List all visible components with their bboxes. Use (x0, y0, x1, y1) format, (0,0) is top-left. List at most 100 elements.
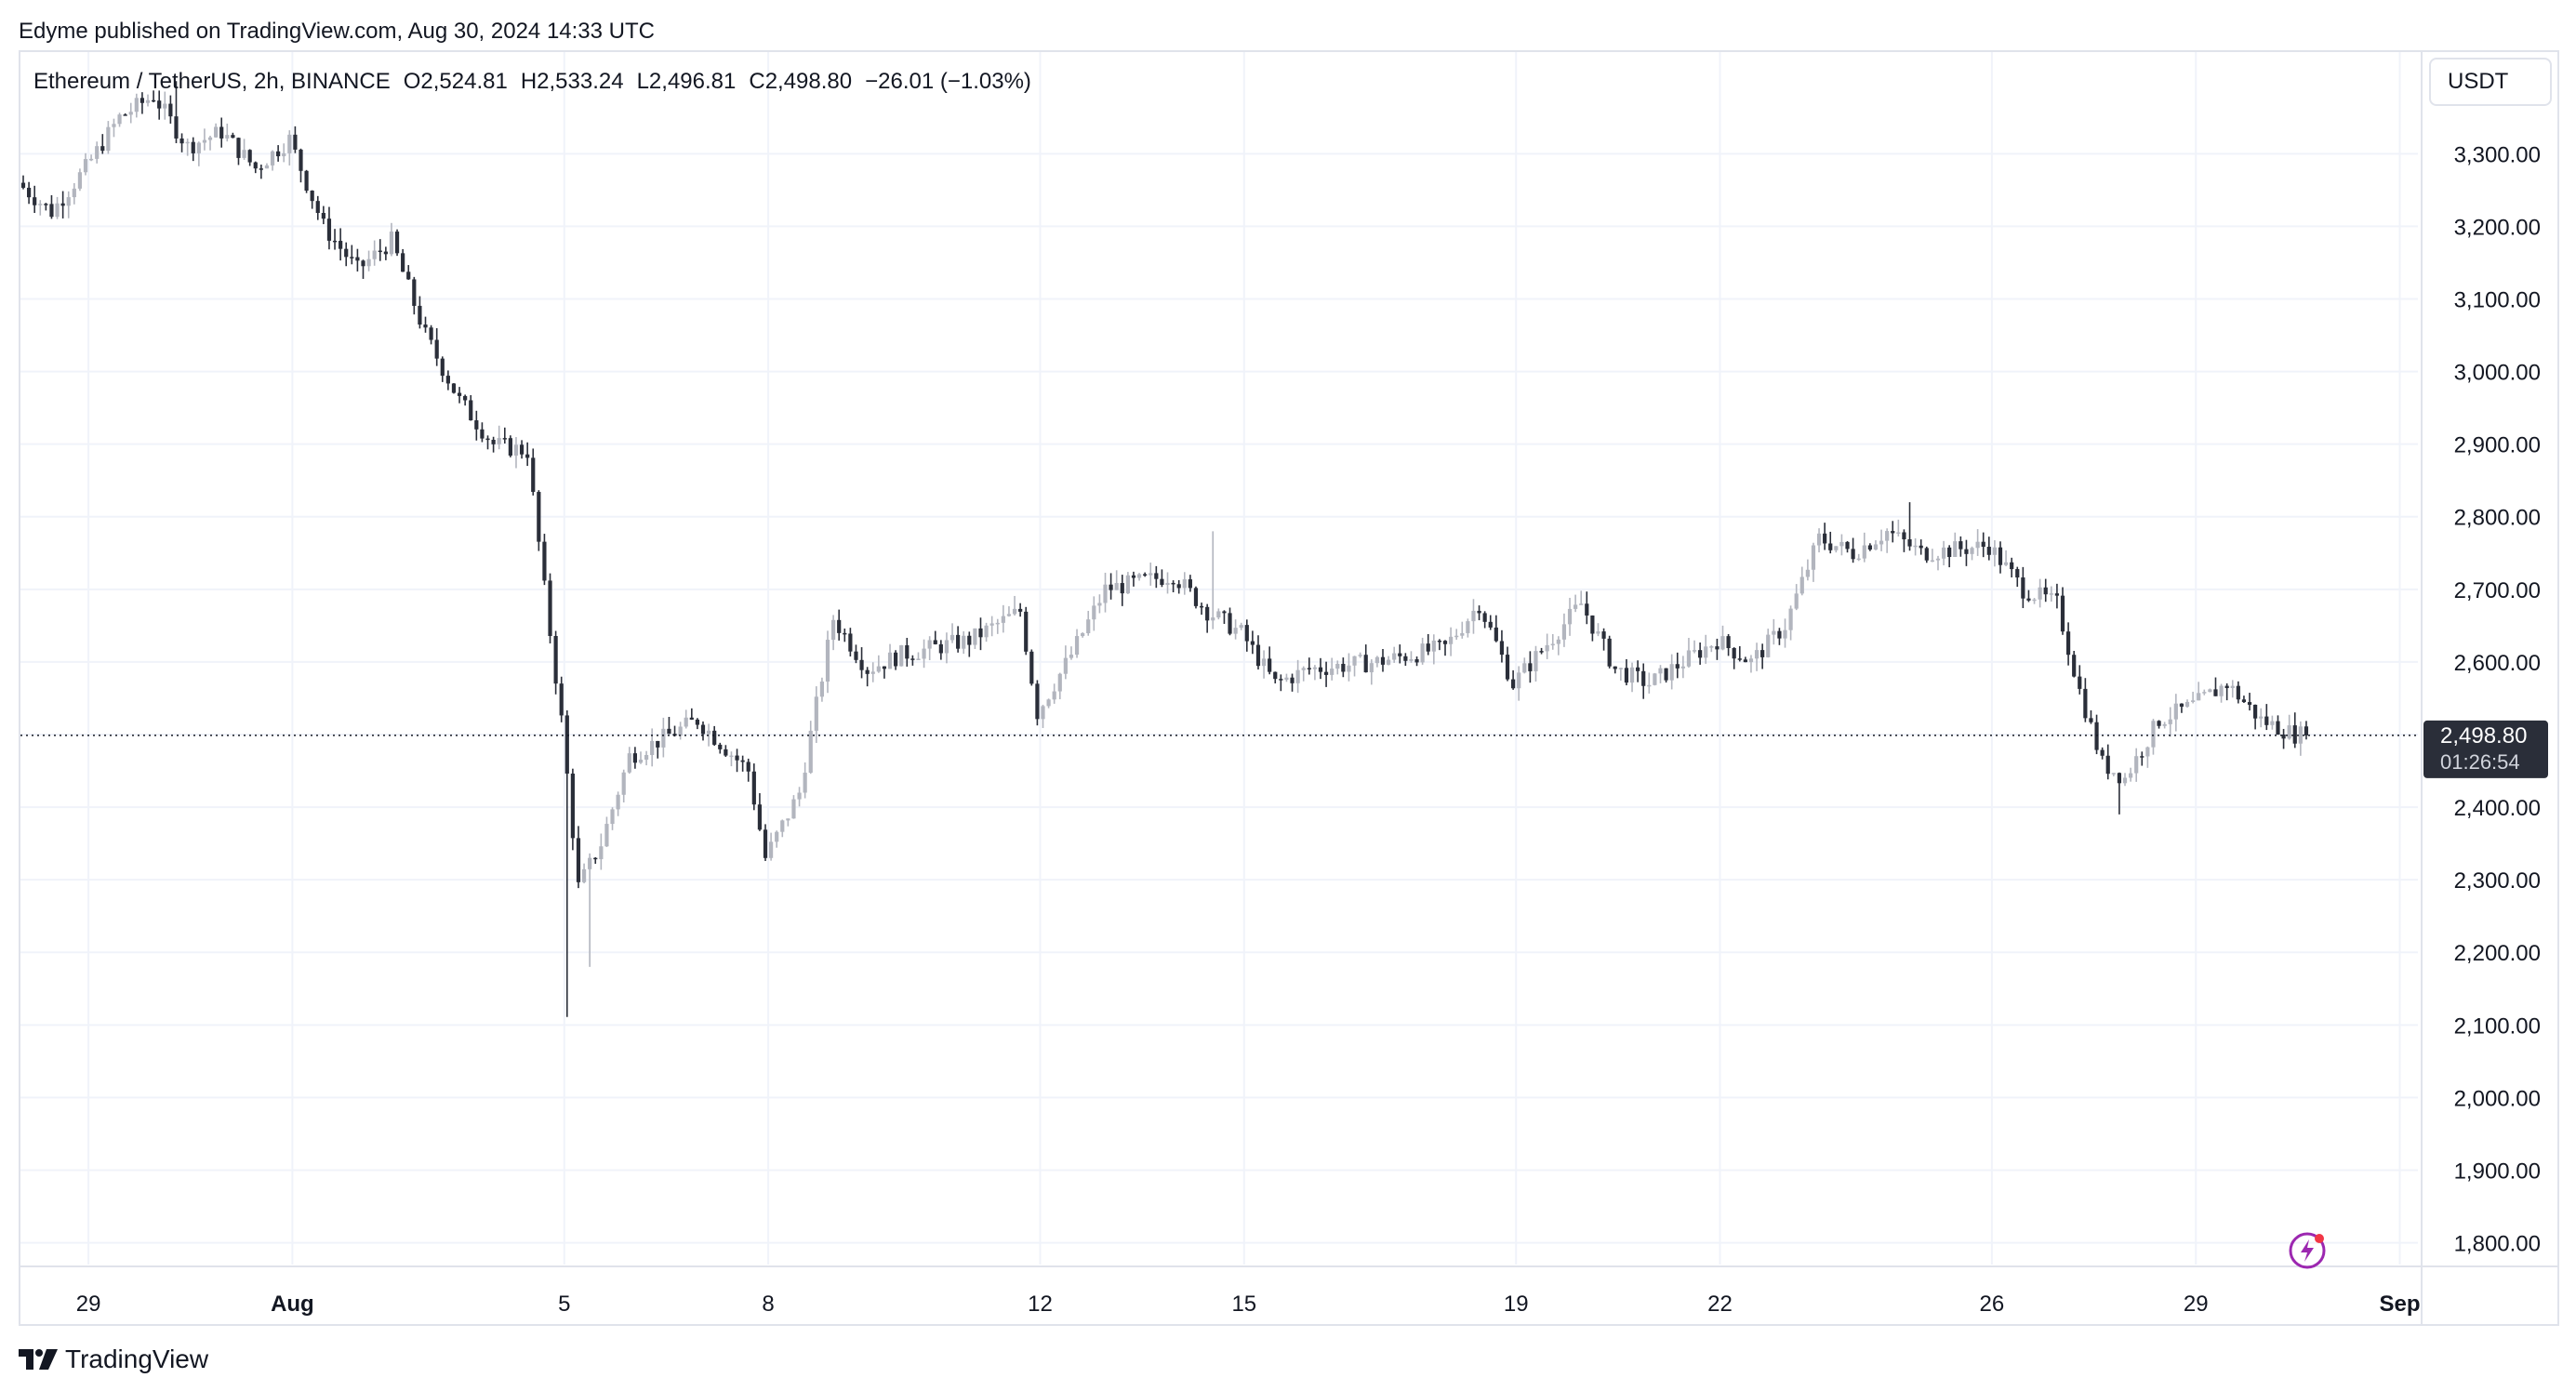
candle-down (491, 436, 496, 453)
candle-body (1517, 672, 1521, 689)
candle-body (1063, 657, 1068, 674)
candle-body (480, 429, 485, 439)
lightning-bolt-icon[interactable] (2288, 1231, 2327, 1270)
candle-down (1437, 639, 1442, 651)
candle-body (786, 818, 790, 821)
candle-body (394, 232, 400, 254)
candle-down (1823, 523, 1827, 550)
candle-body (1057, 673, 1062, 692)
candle-up (2230, 680, 2235, 698)
candle-down (219, 117, 224, 148)
candle-body (1471, 610, 1476, 622)
candle-body (1414, 659, 1419, 663)
currency-button[interactable]: USDT (2429, 58, 2552, 106)
candle-down (231, 132, 235, 139)
candle-body (1312, 667, 1317, 669)
legend-symbol[interactable]: Ethereum / TetherUS, 2h, BINANCE (33, 69, 391, 94)
candle-down (1160, 569, 1164, 588)
x-tick-label: 8 (762, 1292, 774, 1317)
candle-down (689, 708, 694, 721)
candle-body (1244, 625, 1249, 642)
candle-body (231, 135, 235, 139)
candle-down (1176, 579, 1181, 594)
candle-up (1839, 534, 1844, 556)
candle-body (1981, 541, 1985, 548)
tradingview-brand[interactable]: TradingView (19, 1345, 208, 1374)
candle-down (469, 395, 473, 421)
candle-body (1347, 665, 1351, 672)
candle-down (751, 763, 756, 811)
candle-body (1466, 621, 1470, 633)
candle-body (1125, 575, 1130, 594)
candle-body (1816, 533, 1822, 546)
candle-down (1323, 661, 1329, 687)
candle-body (1052, 691, 1056, 700)
candle-up (1149, 563, 1153, 586)
candle-down (2292, 712, 2297, 748)
candle-body (1907, 539, 1912, 547)
candle-body (1845, 541, 1850, 550)
candle-down (933, 630, 937, 645)
candle-body (564, 715, 569, 774)
y-tick-label: 3,000.00 (2454, 361, 2541, 386)
candle-down (1998, 541, 2003, 574)
candle-up (1211, 531, 1215, 629)
current-price-label: 2,498.80 (2440, 723, 2527, 748)
candle-body (1539, 651, 1544, 653)
candle-body (445, 376, 450, 384)
candle-up (1454, 629, 1459, 640)
candle-down (1891, 521, 1895, 543)
candle-body (1409, 659, 1414, 661)
candle-body (1873, 544, 1879, 550)
candle-up (661, 717, 666, 758)
candle-down (152, 90, 156, 103)
candle-body (1680, 666, 1685, 669)
candle-body (525, 454, 530, 458)
candle-down (378, 239, 382, 261)
candle-down (1743, 656, 1747, 663)
candle-down (763, 824, 768, 861)
candle-body (995, 622, 1000, 625)
candle-body (2054, 593, 2060, 596)
candle-body (1777, 630, 1782, 639)
candle-down (445, 370, 450, 391)
candle-down (843, 629, 847, 643)
candle-down (1018, 603, 1023, 617)
x-tick-label: 22 (1707, 1292, 1733, 1317)
candle-body (191, 141, 195, 153)
candle-body (1811, 545, 1816, 570)
candle-body (1743, 659, 1747, 663)
candle-body (2060, 595, 2065, 632)
candle-down (2276, 715, 2280, 735)
candle-down (2054, 583, 2060, 609)
candle-up (1001, 604, 1005, 633)
candle-down (168, 95, 173, 124)
candle-down (2224, 682, 2229, 701)
candle-body (2259, 716, 2264, 719)
candle-up (117, 113, 122, 127)
candle-down (139, 92, 145, 114)
candle-up (1517, 666, 1521, 701)
candle-down (632, 747, 637, 769)
candle-up (497, 425, 501, 450)
candle-down (712, 725, 717, 747)
candle-up (2162, 722, 2167, 729)
candle-body (339, 241, 343, 249)
candle-down (837, 609, 842, 641)
candle-body (1698, 650, 1703, 658)
candle-up (814, 686, 818, 743)
candle-down (848, 628, 853, 657)
candle-down (332, 229, 338, 250)
candle-body (2140, 756, 2144, 758)
candle-down (2241, 696, 2247, 703)
candle-down (100, 134, 105, 154)
candle-down (2065, 622, 2071, 666)
candle-down (1188, 575, 1192, 592)
candle-down (1664, 668, 1668, 683)
candle-body (423, 325, 428, 328)
candle-body (1799, 576, 1804, 594)
candle-body (168, 103, 173, 117)
candle-body (1392, 653, 1397, 660)
candle-body (616, 794, 620, 810)
